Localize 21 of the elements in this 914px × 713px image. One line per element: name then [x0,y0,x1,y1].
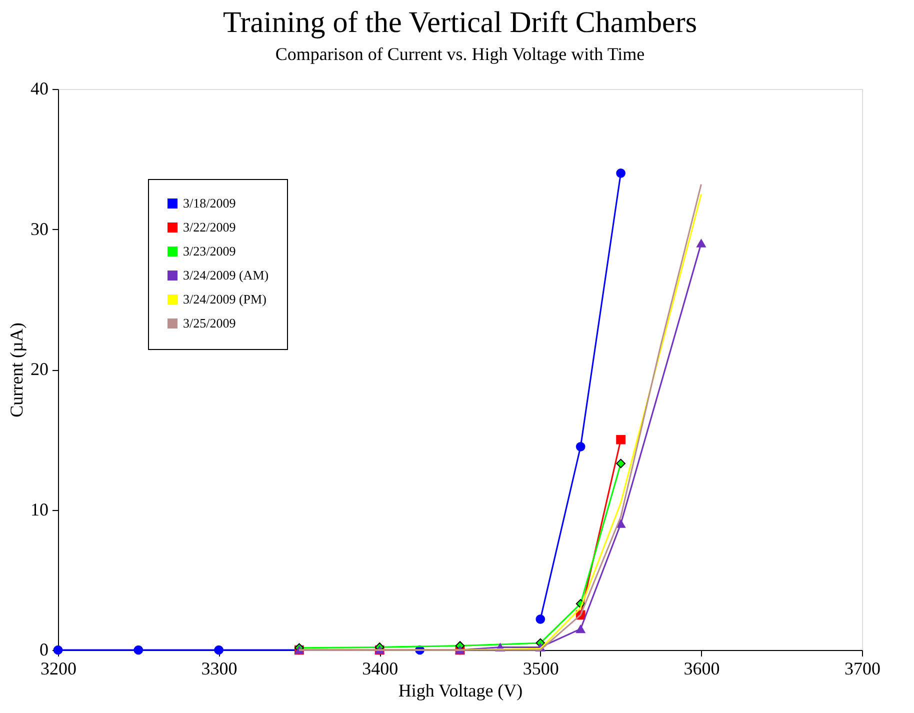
chart-title: Training of the Vertical Drift Chambers [222,6,698,39]
x-tick-label: 3700 [844,658,880,678]
x-tick-label: 3200 [40,658,76,678]
y-axis-title: Current (µA) [6,322,26,418]
y-tick-label: 30 [30,218,48,239]
x-tick-label: 3500 [522,658,559,678]
legend-label: 3/22/2009 [183,220,236,234]
legend-label: 3/23/2009 [183,244,236,258]
x-tick-label: 3300 [201,658,238,678]
legend-label: 3/24/2009 (AM) [183,268,269,282]
x-tick-label: 3600 [684,658,720,678]
legend-label: 3/24/2009 (PM) [183,292,266,306]
y-tick-label: 20 [30,359,48,379]
y-tick-label: 40 [30,78,48,98]
legend-label: 3/25/2009 [183,316,236,330]
chart-subtitle: Comparison of Current vs. High Voltage with Time [275,44,645,64]
y-tick-label: 10 [30,499,48,520]
y-tick-label: 0 [40,640,48,660]
x-axis-title: High Voltage (V) [398,680,523,700]
legend-label: 3/18/2009 [183,196,236,210]
x-tick-label: 3400 [362,658,398,678]
